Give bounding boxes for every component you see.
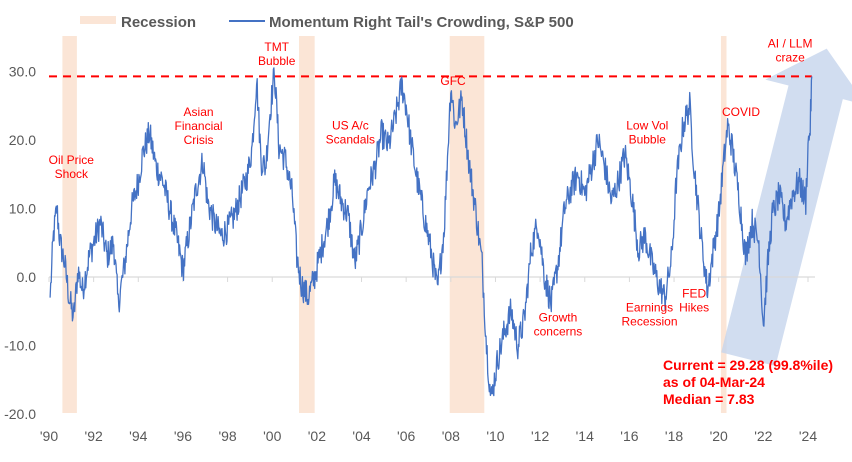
stats-line: Median = 7.83: [663, 391, 755, 407]
recession-bands: [62, 36, 727, 413]
recession-band: [449, 36, 485, 413]
recession-band: [62, 36, 77, 413]
x-tick-label: '08: [442, 428, 460, 444]
recession-band: [720, 36, 727, 413]
x-tick-label: '20: [710, 428, 728, 444]
x-tick-label: '00: [263, 428, 281, 444]
legend-swatch-recession: [80, 16, 116, 24]
legend-item-recession[interactable]: Recession: [80, 14, 196, 31]
x-axis: [48, 276, 815, 282]
annotation-label: Oil Price Shock: [49, 153, 95, 181]
legend: Recession Momentum Right Tail's Crowding…: [80, 14, 574, 31]
y-tick-label: -20.0: [4, 406, 36, 422]
annotation-label: Low Vol Bubble: [626, 119, 668, 147]
annotations: Oil Price Shock Asian Financial Crisis TMT Bub…: [49, 37, 813, 339]
y-tick-label: 20.0: [9, 132, 36, 148]
legend-label-recession: Recession: [121, 14, 196, 31]
annotation-label: AI / LLM craze: [768, 37, 813, 65]
x-tick-label: '14: [576, 428, 594, 444]
stats-line: Current = 29.28 (99.8%ile): [663, 357, 833, 373]
series-line-momentum-crowding: [49, 67, 813, 397]
stats-box: Current = 29.28 (99.8%ile)as of 04-Mar-2…: [663, 357, 833, 407]
annotation-label: Earnings Recession: [621, 300, 677, 328]
x-tick-label: '96: [174, 428, 192, 444]
x-tick-label: '06: [397, 428, 415, 444]
recession-band: [299, 36, 315, 413]
stats-line: as of 04-Mar-24: [663, 374, 765, 390]
y-axis: -20.0 -10.0 0.0 10.0 20.0 30.0: [4, 64, 36, 423]
x-tick-label: '98: [218, 428, 236, 444]
annotation-label: US A/c Scandals: [326, 119, 375, 147]
x-tick-label: '10: [486, 428, 504, 444]
series-layer: [49, 67, 813, 397]
annotation-label: COVID: [722, 105, 760, 119]
annotation-label: TMT Bubble: [258, 40, 296, 68]
x-tick-label: '22: [754, 428, 772, 444]
x-tick-label: '24: [799, 428, 817, 444]
y-tick-label: 10.0: [9, 201, 36, 217]
x-tick-label: '16: [620, 428, 638, 444]
annotation-label: Growth concerns: [534, 311, 583, 339]
x-tick-label: '18: [665, 428, 683, 444]
y-tick-label: -10.0: [4, 338, 36, 354]
annotation-label: FED Hikes: [679, 287, 709, 315]
y-tick-label: 30.0: [9, 64, 36, 80]
y-tick-label: 0.0: [17, 269, 37, 285]
x-tick-label: '92: [85, 428, 103, 444]
x-tick-label: '04: [352, 428, 370, 444]
annotation-label: GFC: [440, 74, 466, 88]
x-tick-label: '12: [531, 428, 549, 444]
annotation-label: Asian Financial Crisis: [175, 105, 223, 147]
x-tick-label: '94: [129, 428, 147, 444]
trend-arrow-layer: [721, 48, 852, 367]
trend-arrow-icon: [721, 48, 852, 367]
x-tick-label: '90: [40, 428, 58, 444]
x-axis-labels: '90 '92 '94 '96 '98 '00 '02 '04 '06 '08 '10 '12 '14 '…: [40, 428, 817, 444]
legend-label-series: Momentum Right Tail's Crowding, S&P 500: [269, 14, 574, 31]
legend-item-series[interactable]: Momentum Right Tail's Crowding, S&P 500: [229, 14, 574, 31]
x-tick-label: '02: [308, 428, 326, 444]
